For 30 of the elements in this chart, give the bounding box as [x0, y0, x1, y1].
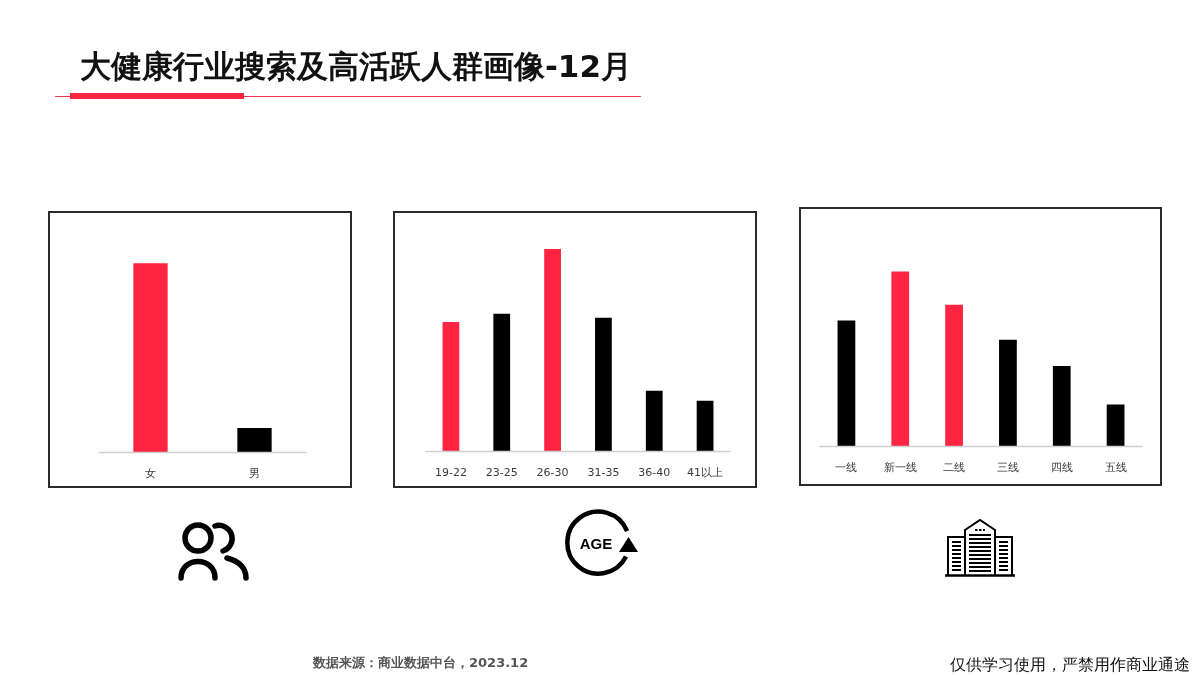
x-tick-label: 新一线 — [883, 460, 917, 474]
bar — [1106, 404, 1125, 447]
x-tick-label: 41以上 — [687, 465, 724, 479]
x-tick-label: 一线 — [835, 460, 858, 474]
x-tick-label: 男 — [249, 466, 260, 480]
bar — [544, 248, 561, 452]
x-tick-label: 23-25 — [485, 465, 518, 479]
bar — [493, 313, 511, 452]
bar — [837, 320, 856, 447]
x-tick-label: 三线 — [996, 460, 1019, 474]
bar — [645, 390, 663, 452]
bar — [696, 400, 714, 452]
x-tick-label: 五线 — [1104, 460, 1127, 474]
bar — [595, 317, 612, 452]
bar — [945, 304, 963, 447]
text: 仅供学习使用，严禁用作商业通途 — [950, 654, 1190, 675]
x-tick-label: 二线 — [943, 460, 966, 474]
x-tick-label: 女 — [145, 466, 156, 480]
x-tick-label: 31-35 — [587, 465, 620, 479]
bar — [891, 271, 910, 447]
picture-age: AGE — [563, 507, 643, 581]
source-note: 数据来源：商业数据中台，2023.12 — [313, 654, 529, 672]
bar — [442, 321, 460, 452]
chart-title: 大健康行业搜索及高活跃人群画像-12月 — [80, 47, 633, 86]
bar — [1052, 365, 1071, 447]
x-tick-label: 36-40 — [638, 465, 671, 479]
bar — [999, 339, 1017, 447]
x-tick-label: 19-22 — [434, 465, 467, 479]
x-tick-label: 四线 — [1050, 460, 1073, 474]
x-tick-label: 26-30 — [536, 465, 569, 479]
